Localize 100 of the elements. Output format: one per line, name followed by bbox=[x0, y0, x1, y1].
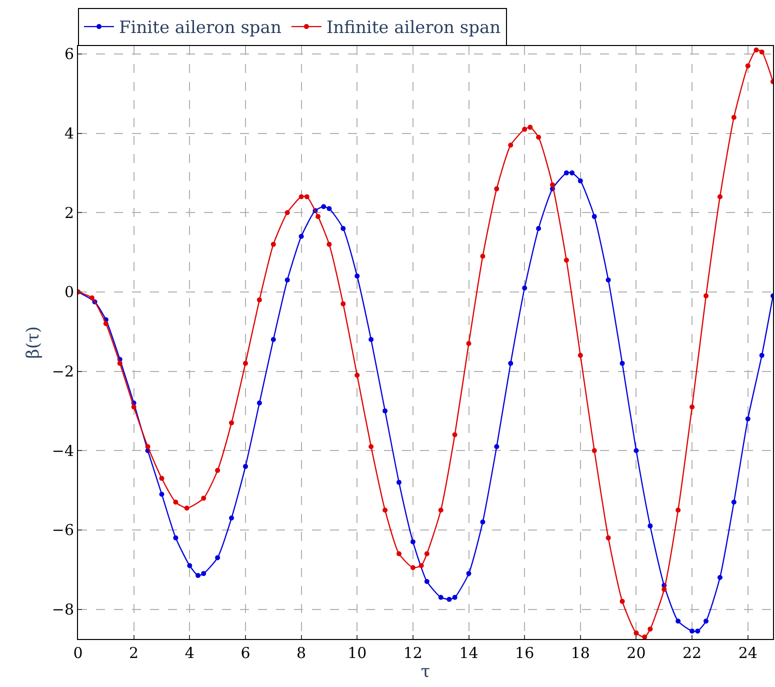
point bbox=[642, 634, 648, 639]
point bbox=[508, 360, 514, 366]
point bbox=[368, 444, 374, 450]
point bbox=[550, 182, 555, 188]
point bbox=[480, 254, 486, 259]
point bbox=[592, 214, 597, 220]
y-tick-label: −6 bbox=[52, 521, 74, 540]
point bbox=[731, 114, 736, 120]
x-tick-label: 12 bbox=[403, 644, 422, 662]
legend-label: Finite aileron span bbox=[119, 18, 282, 38]
x-tick-label: 24 bbox=[738, 644, 758, 662]
x-tick-label: 10 bbox=[348, 644, 367, 662]
point bbox=[103, 321, 108, 326]
point bbox=[759, 352, 764, 358]
point bbox=[606, 278, 611, 283]
point bbox=[452, 432, 458, 438]
x-tick-label: 8 bbox=[296, 644, 306, 662]
point bbox=[564, 170, 569, 176]
point bbox=[326, 206, 332, 212]
point bbox=[229, 516, 234, 521]
y-tick-label: −2 bbox=[52, 362, 74, 381]
point bbox=[270, 242, 276, 247]
point bbox=[410, 539, 416, 544]
x-tick-label: 18 bbox=[570, 644, 590, 662]
point bbox=[508, 142, 514, 148]
point bbox=[215, 468, 220, 473]
legend-label: Infinite aileron span bbox=[326, 18, 501, 38]
point bbox=[354, 372, 360, 378]
point bbox=[452, 594, 458, 600]
point bbox=[410, 565, 416, 570]
point bbox=[536, 134, 542, 140]
point bbox=[592, 448, 597, 454]
point bbox=[117, 360, 122, 366]
point bbox=[256, 400, 262, 406]
x-tick-label: 4 bbox=[184, 644, 194, 662]
point bbox=[354, 274, 360, 279]
point bbox=[438, 594, 444, 600]
point bbox=[173, 500, 178, 505]
point bbox=[242, 464, 248, 469]
point bbox=[690, 628, 695, 634]
point bbox=[242, 360, 248, 366]
point bbox=[634, 630, 639, 636]
x-axis-title: τ bbox=[420, 662, 430, 682]
point bbox=[446, 596, 452, 602]
point bbox=[438, 508, 444, 513]
point bbox=[522, 126, 528, 132]
point bbox=[321, 204, 326, 210]
y-tick-label: −4 bbox=[52, 442, 74, 460]
point bbox=[304, 194, 310, 200]
point bbox=[620, 360, 625, 366]
point bbox=[536, 226, 542, 231]
y-tick-label: −8 bbox=[52, 600, 74, 618]
point bbox=[578, 178, 583, 184]
point bbox=[201, 571, 206, 576]
point bbox=[326, 242, 332, 247]
point bbox=[745, 416, 750, 422]
point bbox=[340, 226, 346, 231]
point bbox=[731, 500, 736, 505]
point bbox=[229, 420, 234, 426]
y-axis-title: β(τ) bbox=[23, 326, 44, 359]
point bbox=[418, 563, 424, 568]
y-tick-label: 2 bbox=[64, 204, 74, 222]
point bbox=[480, 519, 486, 524]
x-tick-label: 6 bbox=[240, 644, 250, 662]
point bbox=[759, 49, 764, 54]
y-tick-label: 4 bbox=[64, 124, 74, 143]
point bbox=[570, 170, 575, 176]
point bbox=[466, 340, 472, 346]
point bbox=[159, 476, 164, 481]
point bbox=[270, 337, 276, 342]
point bbox=[298, 234, 304, 239]
point bbox=[704, 618, 709, 624]
point bbox=[340, 301, 346, 306]
point bbox=[620, 598, 625, 604]
point bbox=[648, 626, 653, 632]
point bbox=[368, 337, 374, 342]
point bbox=[145, 444, 150, 450]
point bbox=[215, 555, 220, 560]
y-tick-label: 0 bbox=[64, 283, 74, 302]
point bbox=[695, 628, 700, 634]
point bbox=[676, 618, 681, 624]
point bbox=[754, 47, 759, 52]
x-tick-label: 16 bbox=[515, 644, 534, 662]
point bbox=[648, 523, 653, 528]
point bbox=[396, 480, 402, 485]
point bbox=[606, 535, 611, 540]
point bbox=[159, 492, 164, 497]
y-tick-label: 6 bbox=[64, 45, 74, 64]
point bbox=[298, 194, 304, 200]
point bbox=[494, 186, 500, 192]
point bbox=[745, 63, 750, 68]
point bbox=[196, 573, 201, 578]
point bbox=[717, 575, 722, 580]
point bbox=[528, 124, 533, 130]
point bbox=[717, 194, 722, 200]
point bbox=[522, 285, 528, 290]
point bbox=[89, 295, 94, 300]
point bbox=[424, 578, 430, 584]
point bbox=[634, 448, 639, 454]
point bbox=[187, 563, 192, 568]
